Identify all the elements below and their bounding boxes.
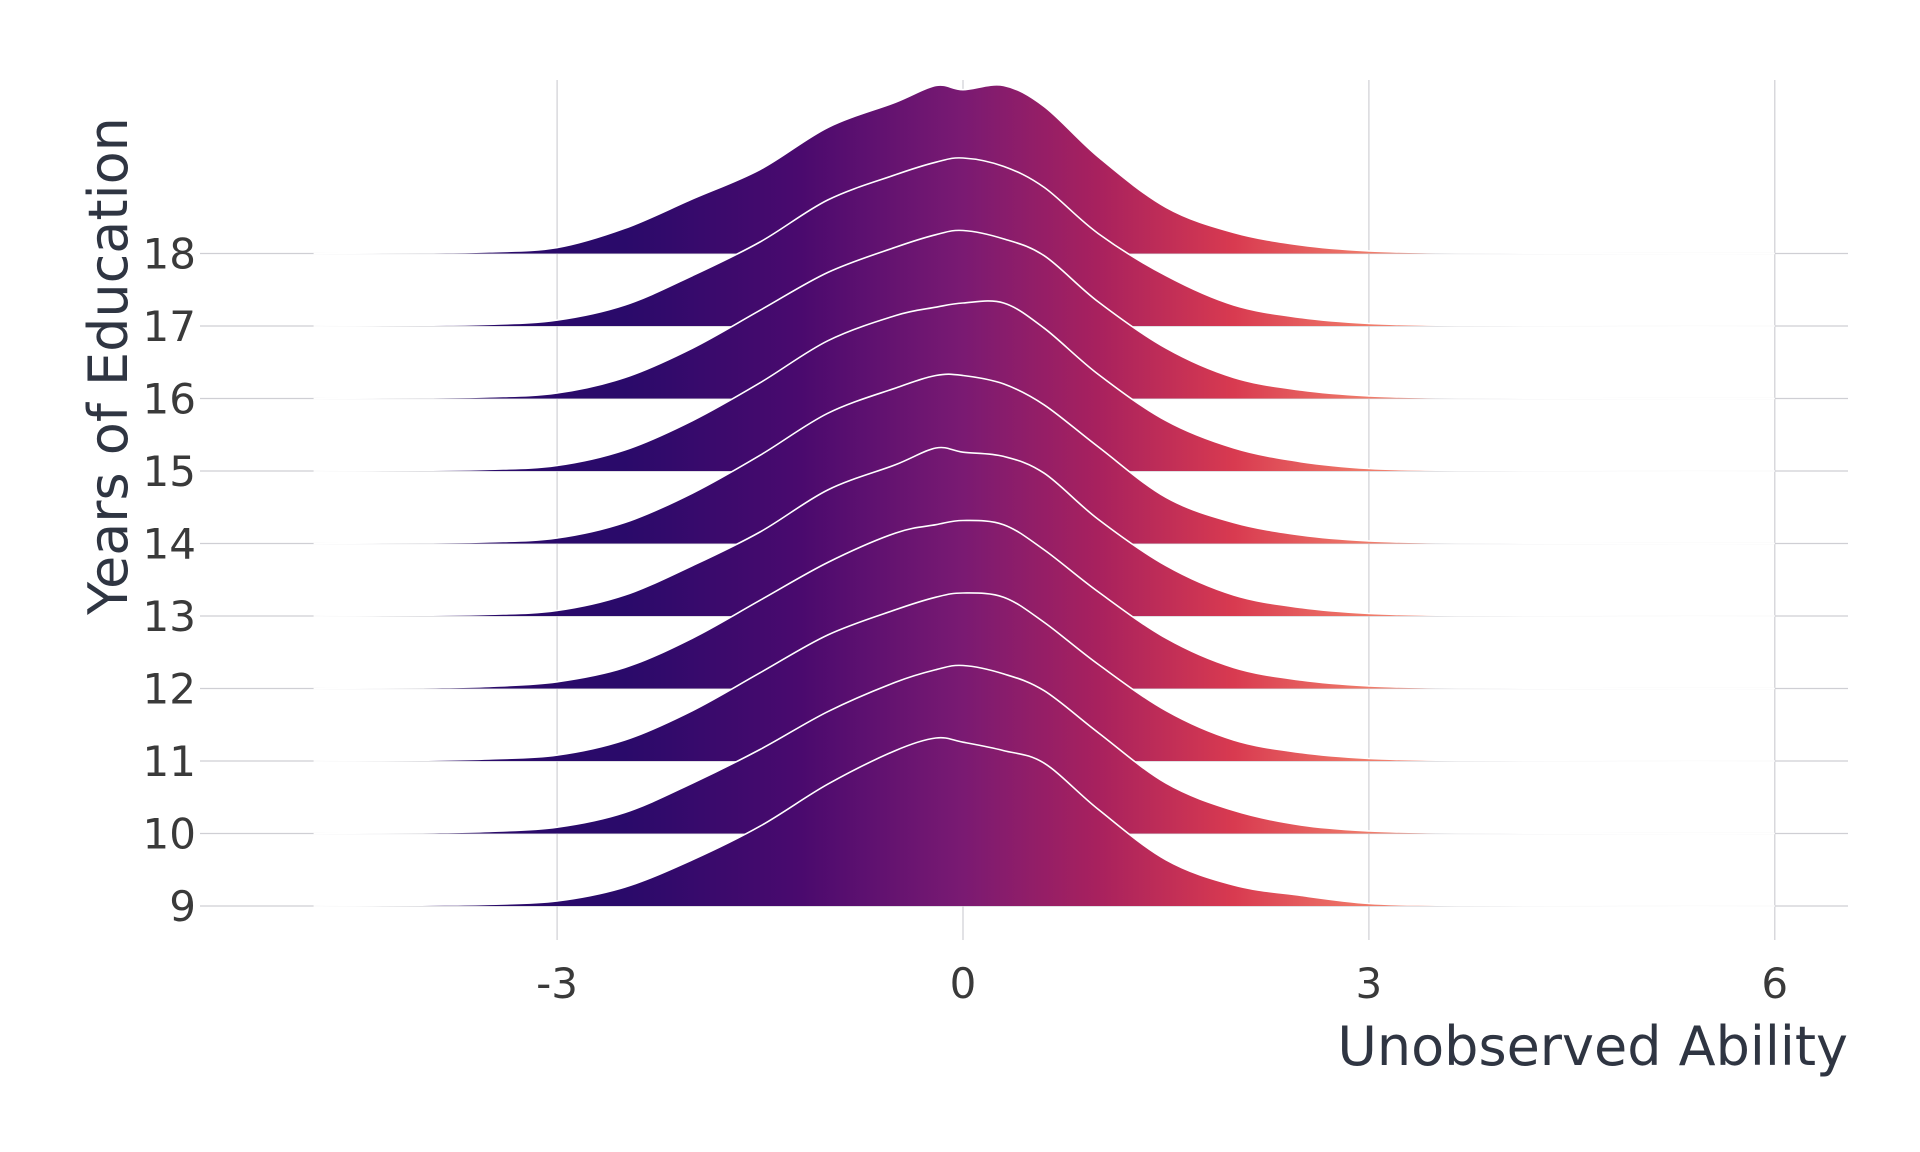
ridge-outline-9 <box>313 736 1775 907</box>
ridge-outline-11 <box>313 592 1775 762</box>
ridge-outline-15 <box>313 300 1775 472</box>
y-tick-label: 10 <box>143 810 196 859</box>
label-layer: -3 0 3 6 9 10 11 12 13 14 15 16 17 18 <box>143 230 1789 1009</box>
x-tick-label: 3 <box>1356 959 1383 1008</box>
ridge-area-13 <box>313 447 1775 617</box>
x-tick-label: -3 <box>536 959 578 1008</box>
ridge-outline-13 <box>313 446 1775 617</box>
ridge-area-12 <box>313 520 1775 689</box>
ridge-outline-12 <box>313 519 1775 690</box>
ridge-outline-18 <box>313 84 1775 255</box>
ridge-area-14 <box>313 374 1775 544</box>
y-tick-label: 18 <box>143 230 196 279</box>
ridge-outline-17 <box>313 157 1775 327</box>
y-tick-label: 15 <box>143 447 196 496</box>
ridge-area-18 <box>313 84 1775 254</box>
x-axis-title: Unobserved Ability <box>1337 1015 1848 1078</box>
ridge-layer <box>313 84 1775 907</box>
y-tick-label: 11 <box>143 737 196 786</box>
y-tick-label: 13 <box>143 592 196 641</box>
y-tick-label: 12 <box>143 665 196 714</box>
y-tick-label: 14 <box>143 520 196 569</box>
ridge-area-17 <box>313 157 1775 327</box>
ridge-outline-14 <box>313 373 1775 545</box>
y-tick-label: 16 <box>143 375 196 424</box>
y-axis-title: Years of Education <box>77 117 140 616</box>
ridge-area-9 <box>313 737 1775 907</box>
ridge-area-10 <box>313 665 1775 834</box>
x-tick-label: 0 <box>950 959 977 1008</box>
ridge-outline-10 <box>313 664 1775 835</box>
ridge-outline-16 <box>313 229 1775 400</box>
ridge-area-11 <box>313 592 1775 762</box>
x-tick-label: 6 <box>1761 959 1788 1008</box>
ridge-area-15 <box>313 300 1775 472</box>
ridge-area-16 <box>313 230 1775 399</box>
y-tick-label: 9 <box>169 882 196 931</box>
y-tick-label: 17 <box>143 302 196 351</box>
